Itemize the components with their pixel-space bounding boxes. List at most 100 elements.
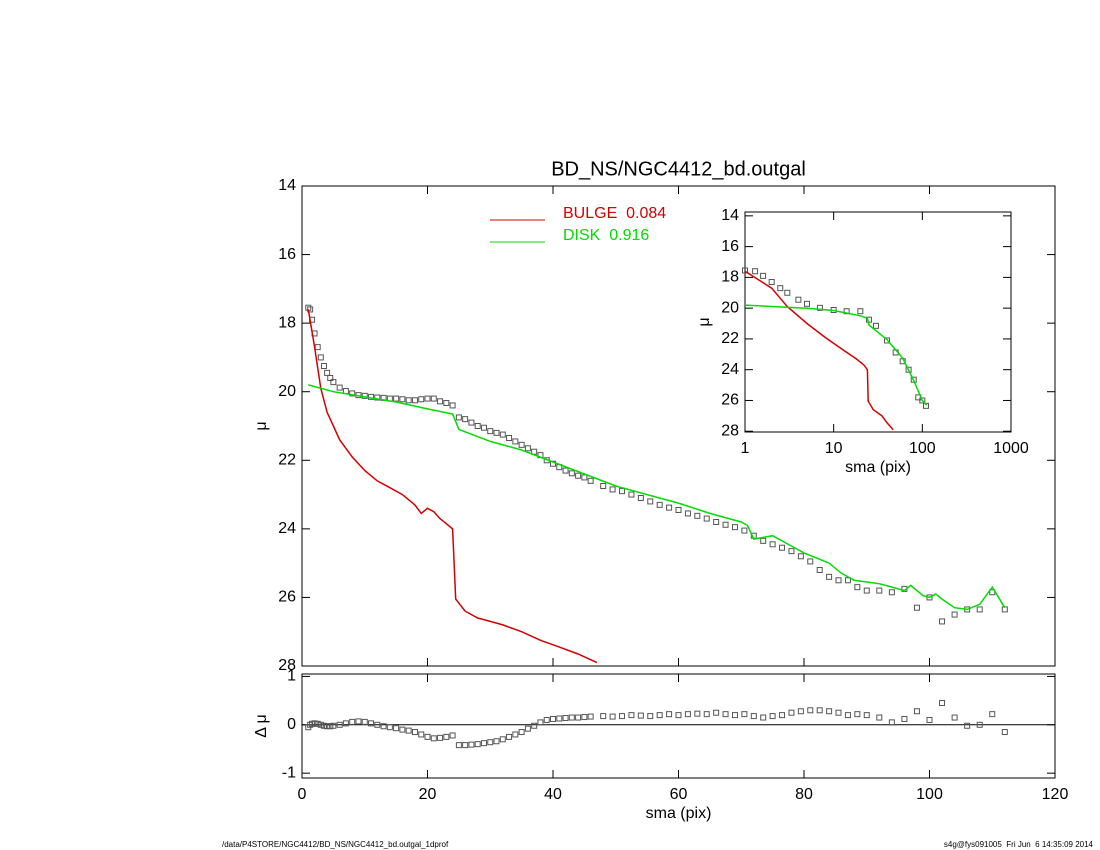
y-axis-label: Δ μ xyxy=(253,714,270,737)
y-tick-label: 16 xyxy=(278,246,296,263)
data-point xyxy=(493,429,500,436)
data-point xyxy=(741,527,748,534)
data-point xyxy=(374,394,381,401)
data-point xyxy=(393,395,400,402)
y-tick-label: 20 xyxy=(721,299,739,316)
data-point xyxy=(666,711,673,718)
data-point xyxy=(487,428,494,435)
data-point xyxy=(587,477,594,484)
data-point xyxy=(449,732,456,739)
y-axis-label: μ xyxy=(696,317,713,326)
data-point xyxy=(731,712,738,719)
data-point xyxy=(854,711,861,718)
data-point xyxy=(424,733,431,740)
data-point xyxy=(380,723,387,730)
data-point xyxy=(531,722,538,729)
data-point xyxy=(374,721,381,728)
data-point xyxy=(493,738,500,745)
data-point xyxy=(320,722,327,729)
data-point xyxy=(722,711,729,718)
x-axis-label: sma (pix) xyxy=(646,805,712,822)
data-point xyxy=(581,714,588,721)
data-point xyxy=(741,711,748,718)
data-point xyxy=(619,713,626,720)
data-point xyxy=(399,396,406,403)
data-point xyxy=(314,720,321,727)
data-point xyxy=(807,558,814,565)
data-point xyxy=(327,723,334,730)
data-point xyxy=(694,512,701,519)
data-point xyxy=(518,729,525,736)
data-point xyxy=(512,438,519,445)
data-point xyxy=(826,573,833,580)
data-point xyxy=(524,725,531,732)
model-line xyxy=(744,304,928,406)
data-point xyxy=(951,611,958,618)
data-point xyxy=(317,354,324,361)
x-tick-label: 20 xyxy=(419,786,437,803)
data-point xyxy=(750,713,757,720)
y-tick-label: 14 xyxy=(278,177,296,194)
y-tick-label: 28 xyxy=(721,422,739,439)
data-point xyxy=(694,710,701,717)
data-point xyxy=(713,709,720,716)
data-point xyxy=(684,510,691,517)
data-point xyxy=(512,731,519,738)
data-point xyxy=(587,713,594,720)
data-point xyxy=(393,725,400,732)
data-point xyxy=(537,719,544,726)
data-point xyxy=(905,366,912,373)
data-point xyxy=(844,712,851,719)
x-tick-label: 80 xyxy=(795,786,813,803)
data-point xyxy=(524,445,531,452)
data-point xyxy=(418,396,425,403)
data-point xyxy=(609,713,616,720)
data-point xyxy=(779,544,786,551)
y-tick-label: 20 xyxy=(278,383,296,400)
data-point xyxy=(556,715,563,722)
data-point xyxy=(876,714,883,721)
data-point xyxy=(637,495,644,501)
data-point xyxy=(600,713,607,720)
y-tick-label: 26 xyxy=(721,392,739,409)
x-tick-label: 120 xyxy=(1042,786,1069,803)
data-point xyxy=(777,285,784,292)
data-point xyxy=(901,715,908,722)
data-point xyxy=(637,712,644,719)
data-point xyxy=(913,604,920,611)
footer-right: s4g@fys091005 Fri Jun 6 14:35:09 2014 xyxy=(944,840,1094,849)
data-point xyxy=(411,397,418,404)
data-point xyxy=(437,734,444,741)
data-point xyxy=(919,397,926,404)
data-point xyxy=(854,584,861,591)
model-line xyxy=(307,309,598,664)
data-point xyxy=(939,700,946,707)
data-point xyxy=(430,395,437,402)
x-tick-label: 100 xyxy=(909,440,936,457)
data-point xyxy=(684,711,691,718)
y-tick-label: 18 xyxy=(278,314,296,331)
model-line xyxy=(308,384,1006,611)
data-point xyxy=(964,722,971,729)
plot-frame xyxy=(744,211,1012,433)
data-point xyxy=(656,712,663,719)
data-point xyxy=(355,718,362,725)
data-point xyxy=(480,424,487,431)
legend-label: BULGE 0.084 xyxy=(563,205,666,222)
data-point xyxy=(550,715,556,722)
y-tick-label: 24 xyxy=(721,361,739,378)
data-point xyxy=(769,541,776,548)
data-point xyxy=(989,711,996,718)
data-point xyxy=(480,740,487,747)
y-tick-label: 14 xyxy=(721,207,739,224)
data-point xyxy=(976,606,983,613)
data-point xyxy=(405,727,412,734)
data-point xyxy=(487,739,494,746)
data-point xyxy=(731,524,738,531)
data-point xyxy=(568,470,575,477)
data-point xyxy=(713,519,720,525)
data-point xyxy=(600,483,607,489)
data-point xyxy=(926,716,933,723)
data-point xyxy=(474,741,481,748)
